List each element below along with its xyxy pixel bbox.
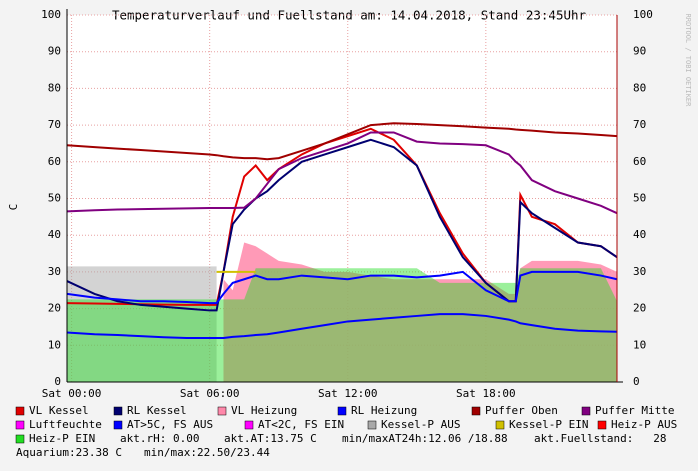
y-tick-label-right: 80 bbox=[633, 81, 646, 94]
y-tick-label: 60 bbox=[48, 155, 61, 168]
y-tick-label: 100 bbox=[41, 8, 61, 21]
line bbox=[66, 270, 618, 305]
y-axis-label: C bbox=[7, 204, 20, 211]
comment: min/max:22.50/23.44 bbox=[144, 446, 270, 459]
y-tick-label-right: 70 bbox=[633, 118, 646, 131]
area bbox=[67, 268, 617, 382]
comment: min/maxAT24h:12.06 /18.88 bbox=[342, 432, 508, 445]
legend-label: RL Kessel bbox=[127, 404, 187, 417]
y-tick-label: 50 bbox=[48, 192, 61, 205]
line bbox=[66, 122, 618, 161]
y-tick-label: 30 bbox=[48, 265, 61, 278]
line bbox=[66, 313, 618, 339]
legend-label: AT<2C, FS EIN bbox=[258, 418, 344, 431]
legend-label: RL Heizung bbox=[351, 404, 417, 417]
legend-swatch bbox=[113, 420, 123, 430]
legend-label: Kessel-P EIN bbox=[509, 418, 588, 431]
y-tick-label-right: 100 bbox=[633, 8, 653, 21]
y-tick-label: 20 bbox=[48, 302, 61, 315]
legend-swatch bbox=[15, 434, 25, 444]
y-tick-label-right: 50 bbox=[633, 192, 646, 205]
y-tick-label: 80 bbox=[48, 81, 61, 94]
x-tick-label: Sat 12:00 bbox=[318, 387, 378, 400]
legend-label: Puffer Oben bbox=[485, 404, 558, 417]
legend-swatch bbox=[217, 406, 227, 416]
comment: akt.AT:13.75 C bbox=[224, 432, 317, 445]
legend-swatch bbox=[337, 406, 347, 416]
y-tick-label-right: 0 bbox=[633, 375, 640, 388]
y-tick-label-right: 60 bbox=[633, 155, 646, 168]
legend-label: Kessel-P AUS bbox=[381, 418, 460, 431]
legend-label: Puffer Mitte bbox=[595, 404, 674, 417]
x-tick-label: Sat 00:00 bbox=[42, 387, 102, 400]
legend-label: Heiz-P EIN bbox=[29, 432, 95, 445]
y-tick-label: 10 bbox=[48, 338, 61, 351]
y-tick-label-right: 30 bbox=[633, 265, 646, 278]
legend-swatch bbox=[15, 406, 25, 416]
legend-swatch bbox=[581, 406, 591, 416]
legend-label: AT>5C, FS AUS bbox=[127, 418, 213, 431]
y-tick-label: 40 bbox=[48, 228, 61, 241]
area bbox=[67, 266, 217, 382]
x-tick-label: Sat 06:00 bbox=[180, 387, 240, 400]
legend-swatch bbox=[113, 406, 123, 416]
legend-swatch bbox=[495, 420, 505, 430]
legend-label: Heiz-P AUS bbox=[611, 418, 677, 431]
y-tick-label: 0 bbox=[54, 375, 61, 388]
y-tick-label: 70 bbox=[48, 118, 61, 131]
legend-label: VL Heizung bbox=[231, 404, 297, 417]
y-tick-label-right: 10 bbox=[633, 338, 646, 351]
line bbox=[66, 131, 618, 215]
y-tick-label-right: 90 bbox=[633, 45, 646, 58]
legend-label: VL Kessel bbox=[29, 404, 89, 417]
watermark: RRDTOOL / TOBI OETIKER bbox=[684, 14, 692, 108]
comment: akt.Fuellstand: 28 bbox=[534, 432, 666, 445]
legend-swatch bbox=[244, 420, 254, 430]
y-tick-label-right: 40 bbox=[633, 228, 646, 241]
y-tick-label: 90 bbox=[48, 45, 61, 58]
legend-swatch bbox=[597, 420, 607, 430]
legend-swatch bbox=[367, 420, 377, 430]
line bbox=[66, 138, 618, 312]
legend-label: Luftfeuchte bbox=[29, 418, 102, 431]
legend-swatch bbox=[471, 406, 481, 416]
comment: akt.rH: 0.00 bbox=[120, 432, 199, 445]
comment: Aquarium:23.38 C bbox=[16, 446, 122, 459]
y-tick-label-right: 20 bbox=[633, 302, 646, 315]
legend-swatch bbox=[15, 420, 25, 430]
x-tick-label: Sat 18:00 bbox=[456, 387, 516, 400]
